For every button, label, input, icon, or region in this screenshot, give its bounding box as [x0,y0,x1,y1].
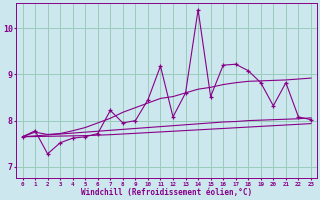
X-axis label: Windchill (Refroidissement éolien,°C): Windchill (Refroidissement éolien,°C) [81,188,252,197]
